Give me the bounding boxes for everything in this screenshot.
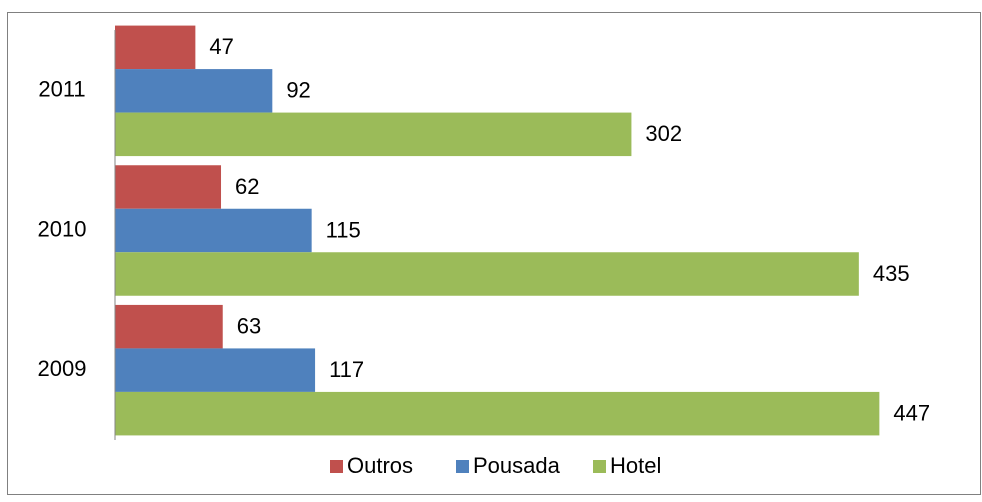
bar — [115, 112, 632, 157]
legend-swatch — [593, 460, 606, 473]
bar — [115, 165, 222, 209]
y-tick-label: 2011 — [38, 77, 85, 102]
bar — [115, 69, 273, 113]
legend-label: Hotel — [610, 453, 661, 478]
bar — [115, 391, 880, 436]
legend-label: Pousada — [473, 453, 561, 478]
y-tick-label: 2009 — [38, 356, 87, 381]
bar — [115, 252, 859, 296]
data-label: 92 — [286, 78, 310, 103]
data-label: 302 — [645, 121, 682, 146]
y-tick-label: 2010 — [38, 216, 87, 241]
bar — [115, 304, 223, 349]
data-label: 63 — [237, 313, 261, 338]
legend-swatch — [456, 460, 469, 473]
data-label: 47 — [209, 34, 233, 59]
data-label: 435 — [873, 261, 910, 286]
legend-label: Outros — [347, 453, 413, 478]
data-label: 62 — [235, 174, 259, 199]
legend-swatch — [330, 460, 343, 473]
data-label: 117 — [329, 357, 364, 382]
bar — [115, 348, 316, 392]
bar — [115, 25, 196, 70]
data-label: 447 — [893, 400, 930, 425]
data-label: 115 — [326, 217, 361, 242]
bar — [115, 208, 312, 253]
